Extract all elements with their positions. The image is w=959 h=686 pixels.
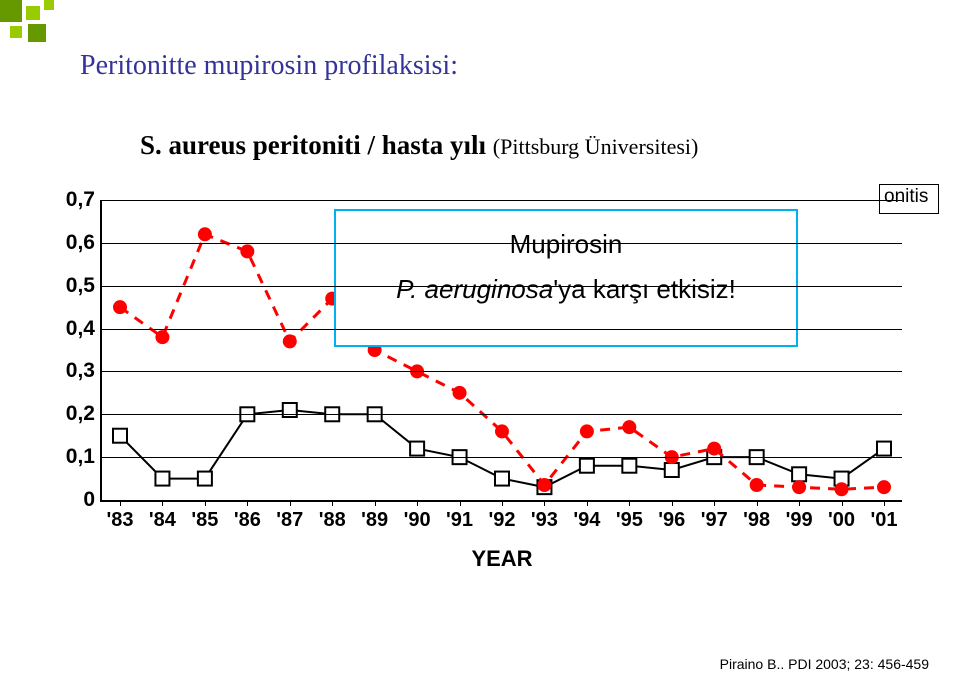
x-tick-label: '85 xyxy=(191,509,218,532)
x-tick-label: '98 xyxy=(743,509,770,532)
y-tick-label: 0 xyxy=(47,488,95,512)
subtitle-small: (Pittsburg Üniversitesi) xyxy=(493,134,699,159)
series-a-marker xyxy=(622,420,636,434)
series-b-marker xyxy=(622,459,636,473)
x-tick-label: '92 xyxy=(488,509,515,532)
x-tick xyxy=(162,500,163,506)
series-a-marker xyxy=(240,244,254,258)
series-a-marker xyxy=(877,480,891,494)
series-a-marker xyxy=(792,480,806,494)
x-tick-label: '93 xyxy=(531,509,558,532)
subtitle-main: S. aureus peritoniti / hasta yılı xyxy=(140,130,493,160)
x-tick-label: '94 xyxy=(573,509,600,532)
y-tick-label: 0,4 xyxy=(47,317,95,341)
annotation-line1: Mupirosin xyxy=(336,229,796,260)
x-tick xyxy=(799,500,800,506)
x-tick xyxy=(672,500,673,506)
x-tick-label: '86 xyxy=(234,509,261,532)
x-tick xyxy=(375,500,376,506)
series-a-marker xyxy=(495,424,509,438)
x-tick xyxy=(290,500,291,506)
decorative-squares xyxy=(0,0,120,50)
series-a-marker xyxy=(453,386,467,400)
series-b-marker xyxy=(495,472,509,486)
x-tick-label: '91 xyxy=(446,509,473,532)
y-tick-label: 0,3 xyxy=(47,359,95,383)
chart: YEAR Mupirosin P. aeruginosa'ya karşı et… xyxy=(40,190,910,550)
x-tick xyxy=(120,500,121,506)
y-tick-label: 0,1 xyxy=(47,445,95,469)
series-b-marker xyxy=(113,429,127,443)
series-a-marker xyxy=(537,478,551,492)
gridline xyxy=(102,457,902,458)
y-tick-label: 0,2 xyxy=(47,402,95,426)
x-tick-label: '96 xyxy=(658,509,685,532)
x-tick xyxy=(332,500,333,506)
series-b-marker xyxy=(580,459,594,473)
x-tick xyxy=(544,500,545,506)
series-b-marker xyxy=(877,442,891,456)
gridline xyxy=(102,371,902,372)
x-tick-label: '83 xyxy=(106,509,133,532)
series-b-marker xyxy=(198,472,212,486)
series-a-marker xyxy=(283,334,297,348)
x-tick xyxy=(587,500,588,506)
annotation-box: Mupirosin P. aeruginosa'ya karşı etkisiz… xyxy=(334,209,798,347)
x-axis-title: YEAR xyxy=(471,546,532,572)
x-tick xyxy=(247,500,248,506)
series-a-marker xyxy=(155,330,169,344)
x-tick-label: '97 xyxy=(701,509,728,532)
series-b-marker xyxy=(155,472,169,486)
series-b-marker xyxy=(410,442,424,456)
y-tick-label: 0,5 xyxy=(47,274,95,298)
y-tick-label: 0,7 xyxy=(47,188,95,212)
gridline xyxy=(102,243,902,244)
gridline xyxy=(102,414,902,415)
plot-area: YEAR Mupirosin P. aeruginosa'ya karşı et… xyxy=(100,200,902,502)
series-a-marker xyxy=(750,478,764,492)
gridline xyxy=(102,200,902,201)
x-tick xyxy=(502,500,503,506)
x-tick xyxy=(460,500,461,506)
x-tick-label: '99 xyxy=(786,509,813,532)
y-tick-label: 0,6 xyxy=(47,231,95,255)
citation: Piraino B.. PDI 2003; 23: 456-459 xyxy=(720,656,929,672)
series-a-marker xyxy=(835,482,849,496)
slide: Peritonitte mupirosin profilaksisi: S. a… xyxy=(0,0,959,686)
annotation-line2: P. aeruginosa'ya karşı etkisiz! xyxy=(336,274,796,305)
x-tick-label: '84 xyxy=(149,509,176,532)
x-tick-label: '88 xyxy=(319,509,346,532)
x-tick xyxy=(884,500,885,506)
x-tick xyxy=(842,500,843,506)
x-tick-label: '00 xyxy=(828,509,855,532)
x-tick-label: '95 xyxy=(616,509,643,532)
x-tick xyxy=(417,500,418,506)
x-tick xyxy=(629,500,630,506)
x-tick-label: '01 xyxy=(870,509,897,532)
gridline xyxy=(102,329,902,330)
gridline xyxy=(102,286,902,287)
x-tick xyxy=(205,500,206,506)
x-tick-label: '89 xyxy=(361,509,388,532)
series-a-marker xyxy=(707,442,721,456)
series-a-marker xyxy=(198,227,212,241)
series-a-marker xyxy=(113,300,127,314)
annotation-line2-italic: P. aeruginosa xyxy=(396,274,553,304)
annotation-line2-rest: 'ya karşı etkisiz! xyxy=(553,274,736,304)
slide-subtitle: S. aureus peritoniti / hasta yılı (Pitts… xyxy=(140,130,698,161)
x-tick xyxy=(714,500,715,506)
series-a-marker xyxy=(580,424,594,438)
series-b-marker xyxy=(792,467,806,481)
x-tick-label: '90 xyxy=(404,509,431,532)
x-tick-label: '87 xyxy=(276,509,303,532)
slide-title: Peritonitte mupirosin profilaksisi: xyxy=(80,50,458,82)
x-tick xyxy=(757,500,758,506)
series-b-marker xyxy=(665,463,679,477)
